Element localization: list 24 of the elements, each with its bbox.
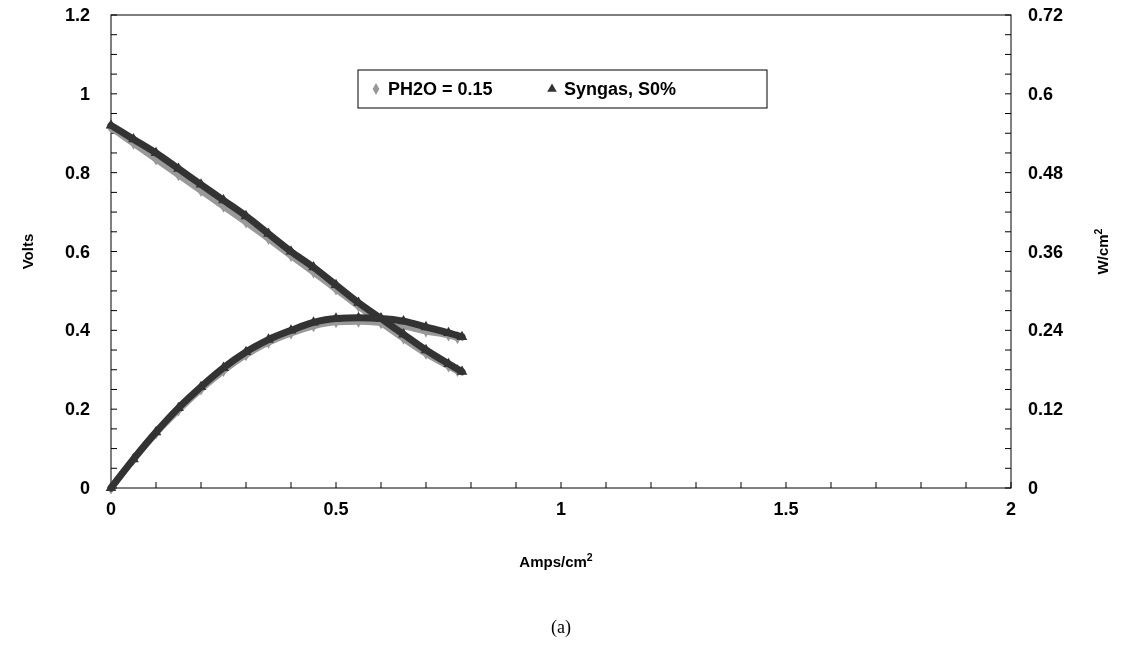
y2-tick-label: 0.12 [1028, 399, 1064, 420]
y-tick-label: 0.6 [64, 241, 90, 262]
y-tick-label: 0.2 [64, 399, 90, 420]
y-tick-label: 0 [79, 478, 90, 498]
y2-tick-label: 0.72 [1028, 5, 1064, 25]
text: (a) [551, 617, 571, 638]
x-tick-label: 1.5 [773, 499, 799, 519]
y2-tick-label: 0.6 [1028, 83, 1054, 104]
legend-label: Syngas, S0% [564, 79, 677, 99]
x-tick-label: 0.5 [323, 499, 349, 519]
x-tick-label: 2 [1005, 499, 1017, 519]
y2-tick-label: 0.48 [1028, 162, 1064, 183]
x-tick-label: 0 [105, 499, 117, 519]
y-tick-label: 1.2 [64, 5, 90, 25]
y-tick-label: 0.8 [64, 162, 90, 183]
x-axis-title: Amps/cm$^{2}$ [519, 551, 593, 570]
y-axis-title: Volts [19, 233, 36, 270]
y-tick-label: 0.4 [64, 320, 90, 341]
y2-tick-label: 0.24 [1028, 320, 1064, 341]
legend-label: PH2O = 0.15 [388, 79, 493, 99]
x-tick-label: 1 [555, 499, 567, 519]
y2-tick-label: 0.36 [1028, 241, 1064, 262]
y-tick-label: 1 [79, 83, 90, 104]
y2-tick-label: 0 [1028, 478, 1039, 498]
